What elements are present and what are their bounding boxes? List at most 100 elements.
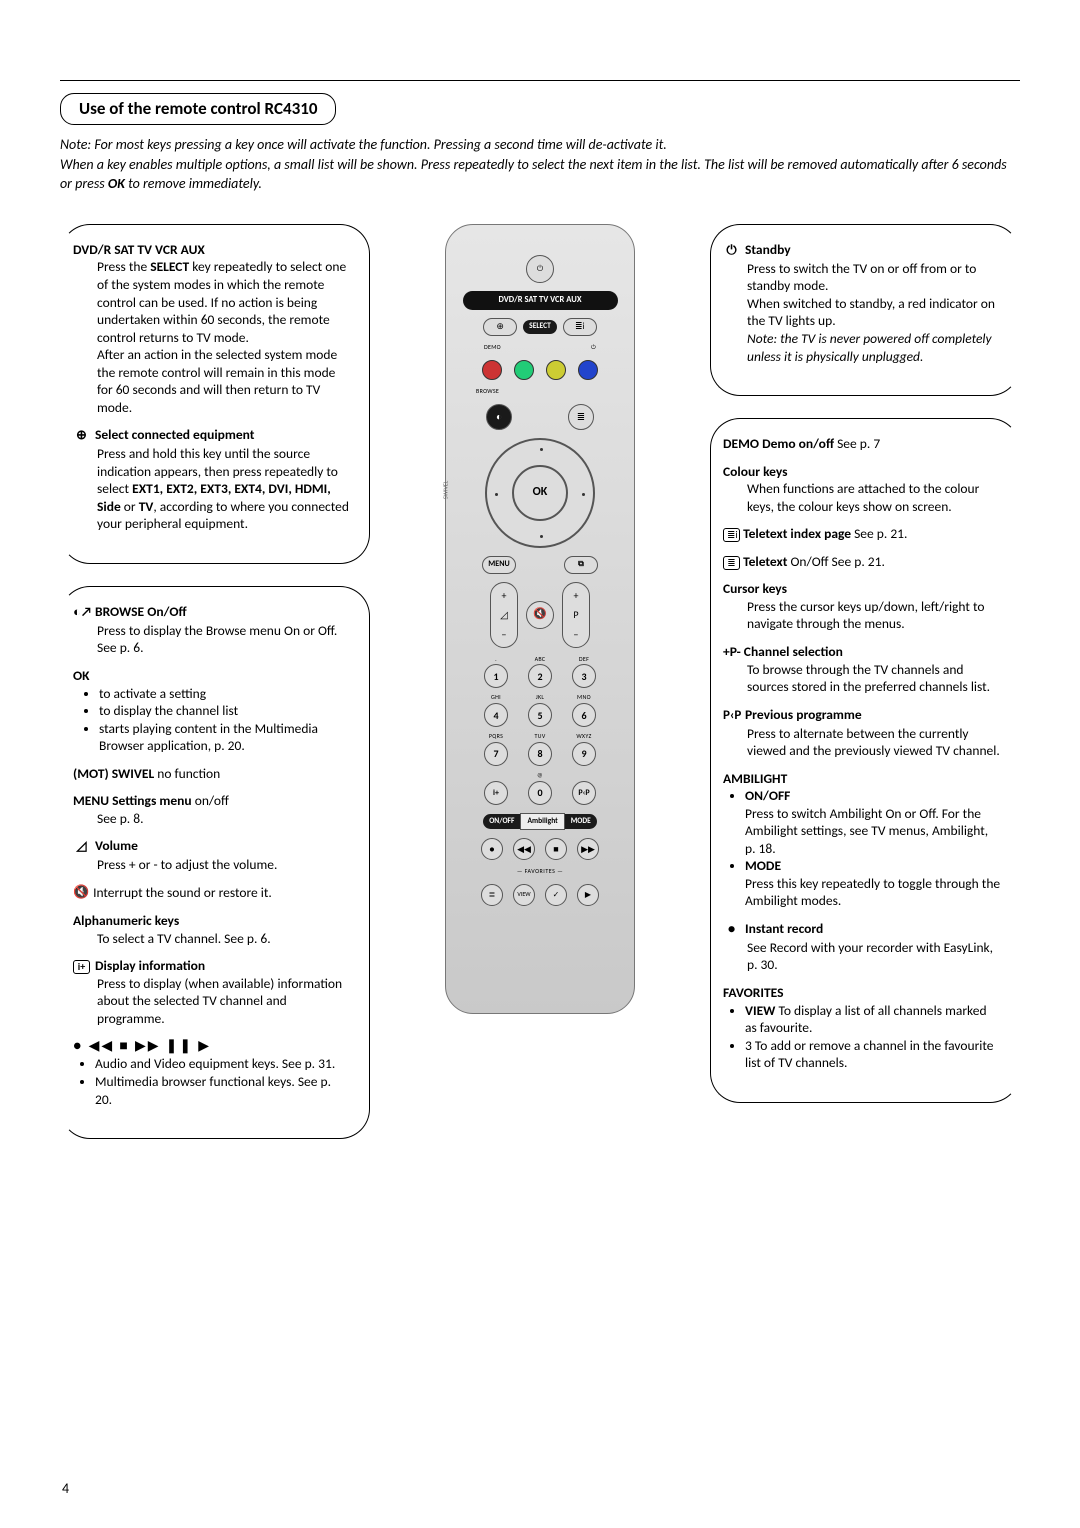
prev-prog-body: Press to alternate between the currently… [723,725,1001,760]
record-body: See Record with your recorder with EasyL… [723,939,1001,974]
standby-icon: ⏻ [723,243,740,260]
colour-keys-title: Colour keys [723,463,1001,481]
transport-row: ● ◀◀ ■ ▶▶ [456,838,624,860]
select-eq-title: ⊕ Select connected equipment [73,426,351,445]
teletext-button[interactable]: ≣ [568,404,594,430]
browse-label: BROWSE [476,388,499,396]
blue-key[interactable] [578,360,598,380]
fav-list-button[interactable]: ≣ [481,884,503,906]
ok-button[interactable]: OK [512,465,568,521]
favorites-label: — FAVORITES — [517,868,563,876]
channel-rocker[interactable]: +P− [562,582,590,648]
browse-button[interactable]: ◐ [486,404,512,430]
menu-button[interactable]: MENU [482,556,516,574]
key-prevch[interactable]: P‹P [572,781,596,805]
browse-title: ◐↗ BROWSE On/Off [73,603,351,622]
yellow-key[interactable] [546,360,566,380]
channel-title: +P- Channel selection [723,643,1001,661]
key-8[interactable]: 8 [528,742,552,766]
remote-diagram: ⏻ DVD/R SAT TV VCR AUX ⊕ SELECT ≣i DEMO … [445,224,635,1014]
teletext-idx-icon: ≣i [723,528,740,542]
dvdsat-body: Press the SELECT key repeatedly to selec… [73,258,351,416]
record-title: ● Instant record [723,920,1001,939]
ambi-mode[interactable]: MODE [565,814,597,830]
teletext-idx-button[interactable]: ≣i [563,318,597,336]
numpad: .1 ABC2 DEF3 GHI4 JKL5 MNO6 PQRS7 TUV8 W… [482,656,598,805]
ffwd-button[interactable]: ▶▶ [577,838,599,860]
play-button[interactable]: ▶ [577,884,599,906]
key-5[interactable]: 5 [528,703,552,727]
teletext-index-entry: ≣i Teletext index page See p. 21. [723,525,1001,543]
intro-line2: When a key enables multiple options, a s… [60,155,1020,194]
center-column: SWIVEL ⏻ DVD/R SAT TV VCR AUX ⊕ SELECT ≣… [384,224,696,1014]
favorites-title: FAVORITES [723,984,1001,1002]
power-small-label: ⏻ [591,344,596,352]
select-eq-body: Press and hold this key until the source… [73,445,351,533]
pip-button[interactable]: ⧉ [564,556,598,574]
volume-body: Press + or - to adjust the volume. [73,856,351,874]
key-6[interactable]: 6 [572,703,596,727]
prev-prog-title: P‹P Previous programme [723,706,1001,725]
volume-rocker[interactable]: +◿− [490,582,518,648]
info-icon: i+ [73,960,90,974]
demo-entry: DEMO Demo on/off See p. 7 [723,435,1001,453]
channel-body: To browse through the TV channels and so… [723,661,1001,696]
teletext-icon: ≣ [723,556,740,570]
menu-title: MENU Settings menu [73,792,192,809]
mute-body: Interrupt the sound or restore it. [93,884,272,901]
fav-check-button[interactable]: ✓ [545,884,567,906]
fav-view-button[interactable]: VIEW [513,884,535,906]
record-icon: ● [723,922,740,939]
teletext-onoff-entry: ≣ Teletext On/Off See p. 21. [723,553,1001,571]
left-column: DVD/R SAT TV VCR AUX Press the SELECT ke… [60,224,370,1139]
intro-line1: Note: For most keys pressing a key once … [60,135,1020,155]
media-icons: ● ◀◀ ■ ▶▶ ❚❚ ▶ [73,1037,351,1055]
colour-keys-row [456,360,624,380]
ambi-onoff[interactable]: ON/OFF [483,814,520,830]
green-key[interactable] [514,360,534,380]
header-rule [60,80,1020,81]
demo-label: DEMO [484,344,501,352]
select-button[interactable]: SELECT [523,320,557,334]
section-title: Use of the remote control RC4310 [60,93,336,125]
key-3[interactable]: 3 [572,664,596,688]
key-1[interactable]: 1 [484,664,508,688]
power-button[interactable]: ⏻ [526,255,554,283]
ambilight-title: AMBILIGHT [723,770,1001,788]
mute-button[interactable]: 🔇 [526,601,554,629]
red-key[interactable] [482,360,502,380]
standby-body: Press to switch the TV on or off from or… [723,260,1001,365]
stop-button[interactable]: ■ [545,838,567,860]
ok-entry: OK to activate a setting to display the … [73,667,351,755]
key-info[interactable]: i+ [484,781,508,805]
key-2[interactable]: 2 [528,664,552,688]
colour-keys-body: When functions are attached to the colou… [723,480,1001,515]
prevch-icon: P‹P [723,708,740,725]
browse-body: Press to display the Browse menu On or O… [73,622,351,657]
swivel-entry: (MOT) SWIVEL no function [73,765,351,783]
source-button[interactable]: ⊕ [483,318,517,336]
cursor-ring[interactable]: OK [485,438,595,548]
swivel-side-label: SWIVEL [442,481,450,499]
key-9[interactable]: 9 [572,742,596,766]
mode-strip[interactable]: DVD/R SAT TV VCR AUX [463,291,618,310]
volume-title: ◿ Volume [73,837,351,856]
cursor-body: Press the cursor keys up/down, left/righ… [723,598,1001,633]
rewind-button[interactable]: ◀◀ [513,838,535,860]
key-4[interactable]: 4 [484,703,508,727]
record-button[interactable]: ● [481,838,503,860]
alpha-body: To select a TV channel. See p. 6. [73,930,351,948]
source-icon: ⊕ [73,428,90,445]
right-box-1: ⏻ Standby Press to switch the TV on or o… [710,224,1020,396]
key-7[interactable]: 7 [484,742,508,766]
key-0[interactable]: 0 [528,781,552,805]
ambi-label: Ambilight [520,813,564,831]
mute-icon: 🔇 [73,885,90,902]
page-number: 4 [62,1480,69,1498]
rockers: +◿− 🔇 +P− [490,582,590,648]
info-body: Press to display (when available) inform… [73,975,351,1028]
intro-note: Note: For most keys pressing a key once … [60,135,1020,194]
info-title: i+ Display information [73,957,351,975]
dvdsat-title: DVD/R SAT TV VCR AUX [73,241,351,259]
browse-icon: ◐↗ [73,605,90,622]
